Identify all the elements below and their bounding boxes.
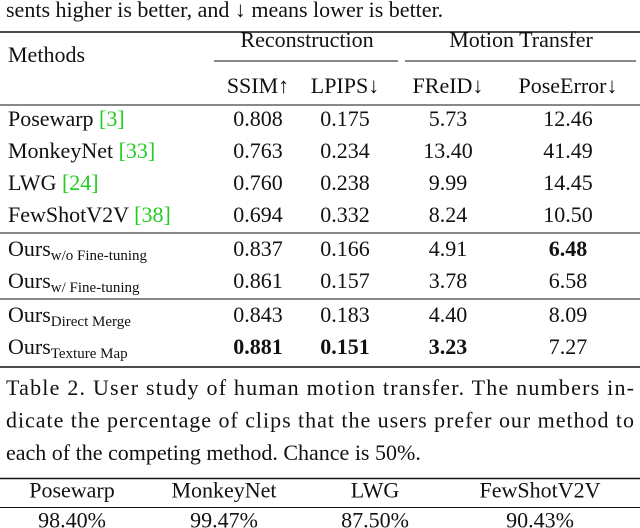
method-name: LWG [24] — [8, 170, 99, 195]
table-cell: 8.09 — [549, 302, 588, 327]
method-label: MonkeyNet — [8, 138, 119, 163]
citation: [3] — [99, 106, 125, 131]
table-cell: 0.808 — [233, 106, 283, 131]
column-header: FReID↓ — [413, 73, 484, 98]
table-cell: 8.24 — [429, 202, 468, 227]
column-header: PoseError↓ — [519, 73, 618, 98]
method-label: Ours — [8, 302, 51, 327]
table-cell: 41.49 — [543, 138, 593, 163]
column-header: LPIPS↓ — [311, 73, 379, 98]
column-header: FewShotV2V — [479, 478, 600, 503]
table-cell: 13.40 — [423, 138, 473, 163]
citation: [33] — [119, 138, 156, 163]
method-label: Ours — [8, 236, 51, 261]
table-cell: 4.91 — [429, 236, 468, 261]
caption-line: each of the competing method. Chance is … — [6, 440, 421, 465]
citation: [24] — [62, 170, 99, 195]
method-name: Oursw/o Fine-tuning — [8, 236, 148, 264]
column-header: MonkeyNet — [171, 478, 276, 503]
method-name: MonkeyNet [33] — [8, 138, 155, 163]
method-subscript: w/o Fine-tuning — [51, 248, 148, 264]
method-subscript: w/ Fine-tuning — [51, 280, 140, 296]
method-label: Posewarp — [8, 106, 99, 131]
method-label: Ours — [8, 268, 51, 293]
group-header: Reconstruction — [240, 27, 373, 52]
table-cell: 0.238 — [320, 170, 370, 195]
method-name: OursDirect Merge — [8, 302, 131, 330]
table-cell: 0.166 — [320, 236, 370, 261]
table-cell: 90.43% — [506, 508, 574, 528]
table-cell: 3.78 — [429, 268, 468, 293]
table-cell: 6.48 — [549, 236, 588, 261]
table-cell: 14.45 — [543, 170, 593, 195]
table-cell: 0.861 — [233, 268, 283, 293]
table-cell: 6.58 — [549, 268, 588, 293]
column-header: LWG — [351, 478, 400, 503]
method-name: FewShotV2V [38] — [8, 202, 171, 227]
table-cell: 4.40 — [429, 302, 468, 327]
table-cell: 0.843 — [233, 302, 283, 327]
method-label: LWG — [8, 170, 62, 195]
table-cell: 0.183 — [320, 302, 370, 327]
table-cell: 98.40% — [38, 508, 106, 528]
table-cell: 0.881 — [233, 334, 283, 359]
caption-line: dicate the percentage of clips that the … — [6, 408, 634, 433]
table-cell: 0.332 — [320, 202, 370, 227]
method-name: Posewarp [3] — [8, 106, 125, 131]
table-cell: 9.99 — [429, 170, 468, 195]
table-cell: 87.50% — [341, 508, 409, 528]
citation: [38] — [134, 202, 171, 227]
table-cell: 12.46 — [543, 106, 593, 131]
caption-line: Table 2. User study of human motion tran… — [6, 375, 634, 400]
table-cell: 0.837 — [233, 236, 283, 261]
table-cell: 0.151 — [320, 334, 370, 359]
table-cell: 10.50 — [543, 202, 593, 227]
table-cell: 7.27 — [549, 334, 588, 359]
table-cell: 0.175 — [320, 106, 370, 131]
methods-header: Methods — [8, 42, 85, 67]
table-cell: 99.47% — [190, 508, 258, 528]
table-cell: 0.157 — [320, 268, 370, 293]
method-name: Oursw/ Fine-tuning — [8, 268, 140, 296]
table-cell: 3.23 — [429, 334, 468, 359]
method-label: Ours — [8, 334, 51, 359]
table-cell: 0.694 — [233, 202, 283, 227]
method-name: OursTexture Map — [8, 334, 128, 362]
column-header: SSIM↑ — [227, 73, 289, 98]
method-subscript: Direct Merge — [51, 314, 131, 330]
column-header: Posewarp — [29, 478, 115, 503]
table-cell: 0.763 — [233, 138, 283, 163]
table-cell: 5.73 — [429, 106, 468, 131]
group-header: Motion Transfer — [449, 27, 593, 52]
method-label: FewShotV2V — [8, 202, 134, 227]
method-subscript: Texture Map — [51, 346, 128, 362]
table-cell: 0.760 — [233, 170, 283, 195]
table-cell: 0.234 — [320, 138, 370, 163]
top-text: sents higher is better, and ↓ means lowe… — [6, 0, 443, 22]
